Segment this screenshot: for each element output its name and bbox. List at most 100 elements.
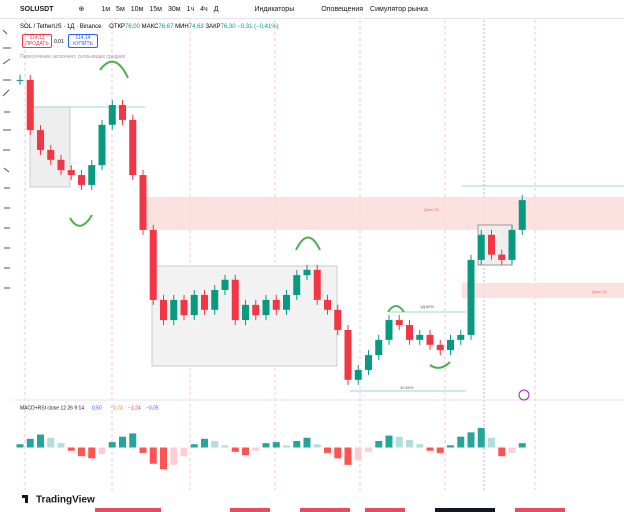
candle-body	[334, 309, 342, 330]
histogram-bar	[190, 444, 198, 448]
interval[interactable]: 30м	[167, 5, 181, 13]
histogram-bar	[139, 447, 147, 453]
histogram-bar	[416, 444, 424, 448]
histogram-bar	[231, 447, 239, 452]
candle-body	[180, 299, 188, 316]
histogram-bar	[67, 447, 75, 451]
top-toolbar: SOLUSDT ⊕ 1м 5м 10м 15м 30м 1ч 4ч Д Индикаторы …	[0, 0, 624, 19]
histogram-bar	[98, 447, 106, 454]
indicator-name: Пересечение экспонент, скользящих средни…	[20, 54, 126, 60]
zone-label: День 30	[424, 207, 440, 212]
candle-body	[211, 289, 219, 310]
candle-body	[16, 79, 24, 81]
candle-body	[303, 269, 311, 276]
buy-button[interactable]: 114,14 КУПИТЬ	[68, 34, 98, 48]
candle-body	[498, 254, 506, 260]
candle-body	[436, 344, 444, 351]
candle-body	[426, 334, 434, 345]
histogram-bar	[293, 441, 301, 448]
ohlc-value: 76,00	[124, 24, 140, 30]
interval[interactable]: 1ч	[186, 5, 195, 13]
histogram-bar	[211, 441, 219, 448]
histogram-bar	[313, 444, 321, 448]
candle-body	[98, 124, 106, 166]
drawing-tools[interactable]	[2, 29, 11, 289]
histogram-bar	[477, 428, 485, 448]
candle-body	[324, 299, 331, 310]
candle-body	[457, 334, 465, 340]
interval[interactable]: 1м	[101, 5, 111, 13]
candle-body	[293, 275, 301, 295]
histogram-bar	[57, 443, 65, 448]
histogram-bar	[406, 439, 413, 448]
candle-body	[108, 105, 116, 125]
legend: SOL / TetherUS · 1Д · Binance ОТКР76,00 …	[20, 24, 279, 30]
interval[interactable]: 4ч	[200, 5, 208, 13]
macd-stat: −1,24	[128, 405, 141, 411]
interval[interactable]: 5м	[116, 5, 125, 13]
histogram-bar	[26, 438, 34, 448]
histogram-bar	[447, 445, 454, 448]
zone	[140, 197, 624, 230]
candle-body	[375, 339, 383, 356]
candle-body	[283, 294, 290, 310]
alerts[interactable]: Оповещения	[321, 5, 364, 13]
macd-stat: 0,50	[92, 405, 102, 411]
sell-button[interactable]: 114,13 ПРОДАТЬ	[22, 34, 52, 48]
ohlc-value: 76,30	[220, 24, 236, 30]
sell-label: ПРОДАТЬ	[25, 41, 49, 47]
candle-body	[190, 294, 198, 316]
interval[interactable]: 10м	[130, 5, 144, 13]
histogram-bar	[385, 435, 393, 448]
candle-body	[365, 355, 372, 370]
histogram-bar	[170, 447, 178, 465]
histogram-bar	[242, 447, 249, 456]
histogram-bar	[180, 447, 188, 457]
histogram-bar	[518, 443, 526, 448]
candle-body	[47, 149, 55, 160]
histogram-bar	[395, 436, 403, 448]
histogram-bar	[252, 447, 260, 451]
logo: TradingView	[36, 495, 95, 506]
legend-title: SOL / TetherUS · 1Д · Binance	[20, 24, 102, 30]
spread: 0,01	[54, 39, 64, 45]
histogram-bar	[78, 447, 85, 457]
candle-body	[149, 229, 157, 300]
candle-body	[477, 234, 485, 260]
candle-body	[467, 259, 475, 335]
event-icon[interactable]	[518, 389, 530, 401]
candle-body	[231, 279, 239, 321]
histogram-bar	[498, 447, 506, 457]
histogram-bar	[344, 447, 352, 465]
zone	[462, 283, 624, 298]
histogram-bar	[201, 438, 208, 448]
macd-stat: −0,73	[110, 405, 123, 411]
zone-label: День 30	[592, 289, 608, 294]
candle-body	[488, 234, 495, 255]
add-symbol[interactable]: ⊕	[78, 6, 85, 13]
histogram-bar	[160, 447, 167, 470]
candle-body	[313, 269, 321, 300]
macd-title: MACD+RSI close 12 26 9 14	[20, 405, 84, 411]
histogram-bar	[37, 434, 44, 448]
replay[interactable]: Симулятор рынка	[370, 5, 428, 13]
candle-body	[67, 170, 75, 176]
candle-body	[508, 229, 516, 260]
histogram-bar	[108, 442, 116, 448]
histogram-bar	[457, 436, 465, 448]
candle-body	[170, 299, 178, 321]
histogram-bar	[436, 447, 444, 453]
interval[interactable]: 15м	[149, 5, 162, 13]
symbol[interactable]: SOLUSDT	[20, 5, 54, 13]
candle-body	[385, 320, 393, 340]
ohlc-value: 76,67	[158, 24, 174, 30]
candle-body	[37, 130, 44, 150]
interval[interactable]: Д	[213, 5, 219, 13]
candle-body	[354, 369, 362, 380]
fib-label: 30 60%	[400, 385, 414, 390]
candle-body	[160, 299, 167, 321]
indicators[interactable]: Индикаторы	[254, 5, 295, 13]
ohlc-label: МАКС	[141, 24, 159, 30]
